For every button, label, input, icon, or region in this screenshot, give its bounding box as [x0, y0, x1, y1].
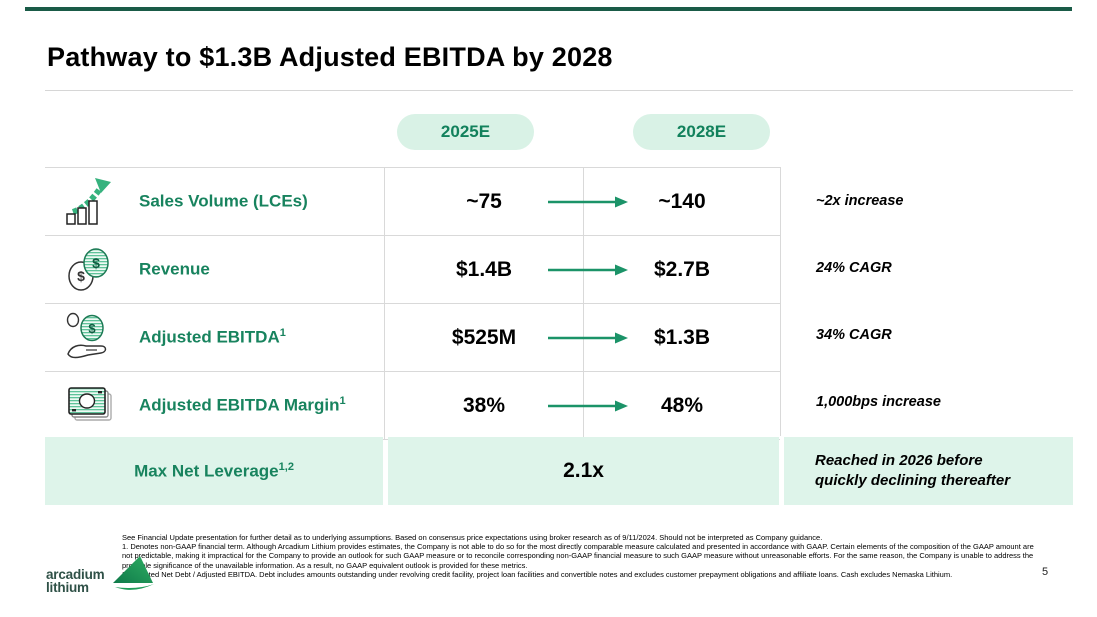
value-2025: 38% — [384, 372, 583, 439]
table-row-adjusted-ebitda: $ Adjusted EBITDA1 $525M $1.3B — [45, 303, 780, 371]
svg-text:$: $ — [92, 255, 100, 271]
metric-label: Adjusted EBITDA1 — [139, 327, 286, 347]
footnote-1: 1. Denotes non-GAAP financial term. Alth… — [122, 542, 1034, 570]
logo-wordmark: arcadium lithium — [46, 567, 105, 595]
title-divider — [45, 90, 1073, 91]
comment-revenue: 24% CAGR — [816, 259, 892, 276]
column-header-2025e: 2025E — [397, 114, 534, 150]
right-arrow-icon — [548, 195, 628, 209]
table-row-ebitda-margin: Adjusted EBITDA Margin1 38% 48% — [45, 371, 780, 439]
footnotes: See Financial Update presentation for fu… — [122, 533, 1037, 579]
metric-label: Sales Volume (LCEs) — [139, 191, 308, 211]
right-arrow-icon — [548, 331, 628, 345]
footnote-intro: See Financial Update presentation for fu… — [122, 533, 823, 542]
value-2025: ~75 — [384, 168, 583, 235]
footnote-2: 2. Adjusted Net Debt / Adjusted EBITDA. … — [122, 569, 953, 579]
table-row-sales-volume: Sales Volume (LCEs) ~75 ~140 — [45, 167, 780, 235]
slide-accent-bar — [25, 7, 1072, 11]
comment-adjusted-ebitda: 34% CAGR — [816, 326, 892, 343]
value-2025: $525M — [384, 304, 583, 371]
hand-coin-icon: $ — [53, 310, 127, 366]
metrics-table: Sales Volume (LCEs) ~75 ~140 $ $ Revenue… — [45, 167, 780, 440]
page-number: 5 — [1042, 566, 1049, 578]
column-header-2028e: 2028E — [633, 114, 770, 150]
right-arrow-icon — [548, 399, 628, 413]
metric-label: Revenue — [139, 259, 210, 279]
page-title: Pathway to $1.3B Adjusted EBITDA by 2028 — [47, 42, 613, 72]
comment-ebitda-margin: 1,000bps increase — [816, 393, 941, 410]
leverage-row-label: Max Net Leverage1,2 — [45, 437, 383, 505]
table-row-revenue: $ $ Revenue $1.4B $2.7B — [45, 235, 780, 303]
leverage-row-comment: Reached in 2026 before quickly declining… — [784, 437, 1073, 505]
commentary-column: ~2x increase 24% CAGR 34% CAGR 1,000bps … — [780, 167, 1073, 436]
mountain-logo-icon — [109, 552, 157, 594]
coins-icon: $ $ — [53, 242, 127, 298]
metric-label: Adjusted EBITDA Margin1 — [139, 395, 346, 415]
growth-chart-icon — [53, 174, 127, 230]
value-2025: $1.4B — [384, 236, 583, 303]
banknote-icon — [53, 378, 127, 434]
leverage-row-value: 2.1x — [388, 437, 779, 505]
right-arrow-icon — [548, 263, 628, 277]
svg-text:$: $ — [88, 321, 96, 336]
comment-sales-volume: ~2x increase — [816, 192, 904, 209]
svg-text:$: $ — [77, 268, 85, 284]
arcadium-lithium-logo: arcadium lithium — [46, 552, 157, 594]
